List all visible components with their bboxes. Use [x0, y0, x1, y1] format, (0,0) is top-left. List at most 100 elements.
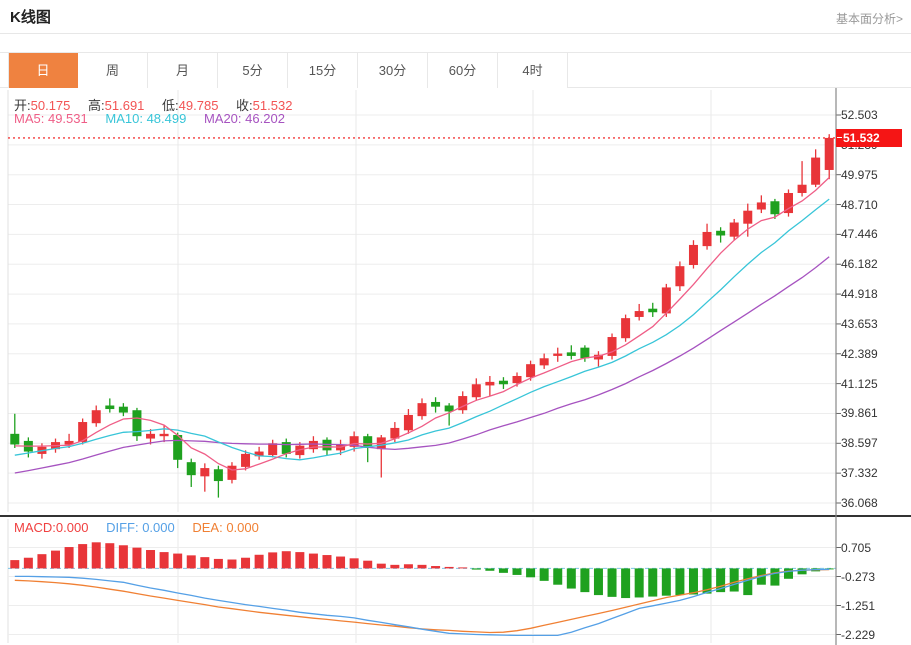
candle-body — [716, 230, 726, 236]
price-axis-label: 36.068 — [841, 495, 878, 510]
candle-body — [512, 375, 522, 384]
candle-body — [621, 318, 631, 339]
macd-histogram — [10, 542, 834, 599]
macd-bar — [797, 568, 807, 575]
price-axis-label: 48.710 — [841, 197, 878, 212]
macd-bar — [376, 563, 386, 569]
candle-body — [349, 436, 359, 447]
candle-body — [566, 352, 576, 356]
ma5-label: MA5: — [14, 111, 45, 126]
price-axis-label: 42.389 — [841, 346, 878, 361]
macd-bar — [648, 568, 658, 597]
page-title: K线图 — [10, 9, 51, 26]
candle-body — [661, 287, 671, 314]
macd-bar — [471, 568, 481, 570]
candle-body — [241, 453, 251, 467]
high-label: 高: — [88, 98, 105, 113]
macd-bar — [553, 568, 563, 585]
candle-body — [91, 410, 101, 424]
candle-body — [485, 381, 495, 386]
candle-body — [824, 137, 834, 170]
candle-body — [729, 222, 739, 237]
ma5-line — [14, 177, 830, 471]
price-axis-label: 44.918 — [841, 287, 878, 302]
macd-bar — [105, 543, 115, 569]
macd-bar — [295, 552, 305, 569]
diff-line — [14, 568, 830, 637]
candle-body — [10, 433, 20, 445]
price-axis-label: 37.332 — [841, 466, 878, 481]
candle-body — [390, 427, 400, 439]
candle-body — [308, 440, 318, 450]
candle-body — [458, 396, 468, 411]
macd-bar — [268, 552, 278, 569]
macd-bar — [10, 560, 20, 569]
ma10-value: 48.499 — [146, 111, 187, 126]
header-divider — [0, 33, 911, 34]
period-tab-month[interactable]: 月 — [148, 53, 218, 88]
candle-body — [526, 364, 536, 378]
macd-axis-label: 0.705 — [841, 540, 872, 555]
candle-body — [186, 462, 196, 476]
macd-bar — [64, 547, 74, 569]
candle-body — [783, 192, 793, 214]
macd-bar — [390, 564, 400, 569]
macd-bar — [580, 568, 590, 593]
macd-bar — [634, 568, 644, 598]
macd-bar — [281, 551, 291, 569]
price-axis-label: 38.597 — [841, 436, 878, 451]
open-label: 开: — [14, 98, 31, 113]
period-tab-60min[interactable]: 60分 — [428, 53, 498, 88]
macd-bar — [173, 553, 183, 569]
macd-bar — [241, 557, 251, 569]
macd-value: 0.000 — [55, 520, 89, 535]
macd-bar — [132, 547, 142, 569]
macd-bar — [336, 556, 346, 569]
period-tab-30min[interactable]: 30分 — [358, 53, 428, 88]
macd-bar — [23, 557, 33, 569]
candle-body — [688, 244, 698, 266]
diff-label: DIFF: — [106, 520, 139, 535]
macd-bar — [118, 545, 128, 569]
candle-body — [403, 414, 413, 431]
period-tab-5min[interactable]: 5分 — [218, 53, 288, 88]
candle-body — [634, 311, 644, 317]
macd-bar — [146, 550, 156, 569]
macd-bar — [308, 553, 318, 569]
open-value: 50.175 — [30, 98, 71, 113]
candle-body — [770, 201, 780, 215]
macd-bar — [621, 568, 631, 599]
macd-bar — [607, 568, 617, 597]
macd-bar — [186, 555, 196, 569]
candle-body — [213, 469, 223, 482]
macd-bar — [824, 568, 834, 570]
price-axis-label: 41.125 — [841, 376, 878, 391]
macd-bar — [37, 554, 47, 569]
ma20-value: 46.202 — [245, 111, 285, 126]
macd-bar — [213, 558, 223, 569]
price-axis-label: 47.446 — [841, 227, 878, 242]
candle-body — [648, 308, 658, 313]
macd-bar — [661, 568, 671, 596]
macd-bar — [78, 544, 88, 569]
macd-bar — [743, 568, 753, 596]
period-tab-week[interactable]: 周 — [78, 53, 148, 88]
candle-body — [200, 468, 210, 477]
macd-bar — [512, 568, 522, 575]
candle-body — [675, 266, 685, 287]
fundamental-analysis-link[interactable]: 基本面分析> — [835, 12, 903, 26]
period-tab-15min[interactable]: 15分 — [288, 53, 358, 88]
candle-body — [118, 406, 128, 413]
macd-bar — [485, 568, 495, 571]
macd-label: MACD: — [14, 520, 56, 535]
candle-body — [227, 465, 237, 480]
period-tab-4hour[interactable]: 4时 — [498, 53, 568, 88]
candle-body — [797, 184, 807, 193]
candle-body — [580, 347, 590, 359]
dea-label: DEA: — [192, 520, 223, 535]
high-value: 51.691 — [104, 98, 145, 113]
ma20-line — [14, 256, 830, 474]
ohlc-info: 开:50.175 高:51.691 低:49.785 收:51.532 — [14, 95, 292, 114]
period-tab-day[interactable]: 日 — [8, 53, 78, 88]
